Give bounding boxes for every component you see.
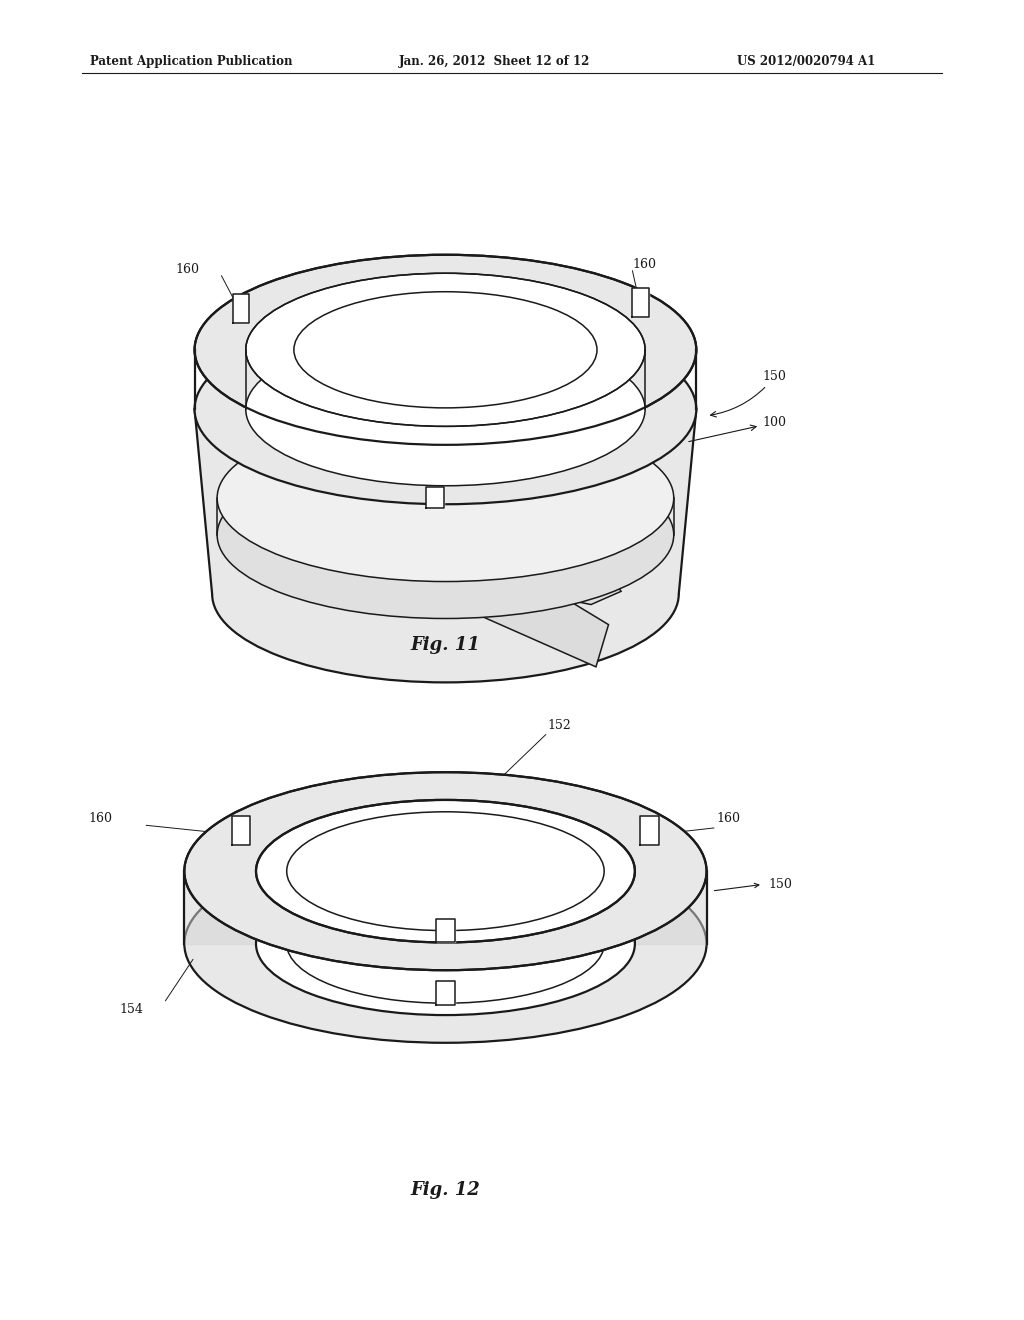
Polygon shape (233, 294, 250, 323)
Text: Jan. 26, 2012  Sheet 12 of 12: Jan. 26, 2012 Sheet 12 of 12 (399, 55, 591, 69)
Ellipse shape (256, 800, 635, 942)
Text: 160: 160 (89, 812, 113, 825)
Polygon shape (184, 871, 256, 944)
Text: US 2012/0020794 A1: US 2012/0020794 A1 (737, 55, 876, 69)
Polygon shape (420, 537, 608, 667)
Ellipse shape (246, 333, 645, 486)
Polygon shape (195, 409, 696, 594)
Polygon shape (640, 816, 658, 845)
Ellipse shape (287, 812, 604, 931)
Polygon shape (436, 982, 455, 1006)
Text: 160: 160 (717, 812, 740, 825)
Ellipse shape (195, 255, 696, 445)
Text: 160: 160 (633, 257, 656, 271)
Ellipse shape (184, 845, 707, 1043)
Text: 150: 150 (768, 878, 792, 891)
Text: 104: 104 (520, 618, 545, 631)
Polygon shape (633, 288, 649, 317)
Text: Fig. 12: Fig. 12 (411, 1181, 480, 1200)
Polygon shape (232, 816, 251, 845)
Text: 162: 162 (423, 875, 447, 888)
Text: 160: 160 (443, 981, 468, 994)
Polygon shape (426, 487, 444, 508)
Ellipse shape (217, 451, 674, 619)
Text: Fig. 11: Fig. 11 (411, 636, 480, 655)
Text: Patent Application Publication: Patent Application Publication (90, 55, 293, 69)
Ellipse shape (195, 314, 696, 504)
Polygon shape (436, 919, 455, 942)
Polygon shape (252, 511, 375, 598)
Ellipse shape (287, 884, 604, 1003)
Ellipse shape (217, 414, 674, 582)
Text: 154: 154 (120, 1003, 143, 1016)
Text: 100: 100 (689, 416, 786, 442)
Ellipse shape (212, 506, 679, 682)
Text: 160: 160 (176, 263, 200, 276)
Ellipse shape (246, 273, 645, 426)
Text: 150: 150 (711, 370, 786, 417)
Ellipse shape (184, 772, 707, 970)
Polygon shape (250, 416, 270, 554)
Ellipse shape (256, 873, 635, 1015)
Text: 160: 160 (456, 425, 479, 438)
Text: 152: 152 (548, 719, 571, 733)
Polygon shape (458, 544, 621, 605)
Ellipse shape (294, 292, 597, 408)
Polygon shape (635, 871, 707, 944)
